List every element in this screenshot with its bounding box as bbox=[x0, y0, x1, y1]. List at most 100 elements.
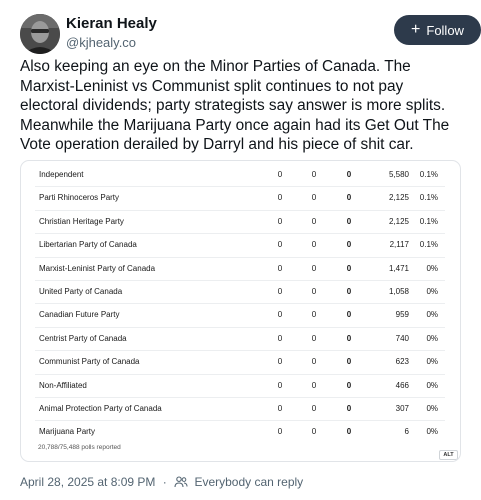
cell-col-3: 0 bbox=[346, 240, 352, 250]
table-row: Christian Heritage Party 0 0 0 2,125 0.1% bbox=[35, 211, 445, 235]
party-name: Canadian Future Party bbox=[39, 310, 120, 320]
cell-col-2: 0 bbox=[311, 170, 317, 179]
table-row: Non-Affiliated 0 0 0 466 0% bbox=[35, 375, 445, 398]
vote-percent: 0% bbox=[426, 403, 438, 413]
vote-percent: 0.1% bbox=[419, 170, 438, 179]
cell-col-2: 0 bbox=[311, 263, 317, 273]
cell-col-3: 0 bbox=[346, 357, 352, 367]
vote-percent: 0% bbox=[426, 357, 438, 367]
party-name: Centrist Party of Canada bbox=[39, 333, 127, 343]
cell-col-1: 0 bbox=[277, 193, 283, 203]
vote-percent: 0.1% bbox=[419, 216, 438, 226]
party-name: Animal Protection Party of Canada bbox=[39, 403, 162, 413]
cell-col-2: 0 bbox=[311, 427, 317, 437]
cell-col-1: 0 bbox=[277, 263, 283, 273]
vote-percent: 0% bbox=[426, 333, 438, 343]
vote-percent: 0% bbox=[426, 286, 438, 296]
cell-col-2: 0 bbox=[311, 310, 317, 320]
cell-col-3: 0 bbox=[346, 286, 352, 296]
party-name: United Party of Canada bbox=[39, 286, 123, 296]
party-name: Marijuana Party bbox=[39, 427, 96, 437]
follow-label: Follow bbox=[426, 22, 464, 38]
cell-col-2: 0 bbox=[311, 240, 317, 250]
cell-col-3: 0 bbox=[346, 380, 352, 390]
vote-percent: 0.1% bbox=[419, 193, 438, 203]
cell-col-3: 0 bbox=[346, 427, 352, 437]
cell-col-1: 0 bbox=[277, 380, 283, 390]
cell-col-3: 0 bbox=[346, 193, 352, 203]
table-row: Communist Party of Canada 0 0 0 623 0% bbox=[35, 351, 445, 375]
vote-count: 2,117 bbox=[389, 240, 409, 250]
vote-percent: 0% bbox=[426, 380, 438, 390]
separator: · bbox=[162, 474, 167, 489]
vote-count: 959 bbox=[395, 310, 409, 320]
cell-col-3: 0 bbox=[346, 216, 352, 226]
cell-col-3: 0 bbox=[346, 263, 352, 273]
table-row: Centrist Party of Canada 0 0 0 740 0% bbox=[35, 328, 445, 352]
vote-percent: 0% bbox=[426, 310, 438, 320]
table-row: Marxist-Leninist Party of Canada 0 0 0 1,471… bbox=[35, 258, 445, 281]
cell-col-3: 0 bbox=[346, 170, 352, 179]
table-row: Libertarian Party of Canada 0 0 0 2,117 0.1% bbox=[35, 234, 445, 258]
cell-col-1: 0 bbox=[277, 333, 283, 343]
vote-count: 307 bbox=[395, 403, 409, 413]
results-table: Independent 0 0 0 5,580 0.1% Parti Rhinoceros … bbox=[35, 164, 445, 444]
cell-col-2: 0 bbox=[311, 193, 317, 203]
post-text: Also keeping an eye on the Minor Parties… bbox=[20, 58, 450, 153]
post-footer: April 28, 2025 at 8:09 PM · Everybody ca… bbox=[20, 474, 303, 490]
table-row: Parti Rhinoceros Party 0 0 0 2,125 0.1% bbox=[35, 187, 445, 211]
follow-button[interactable]: + Follow bbox=[394, 15, 481, 45]
party-name: Marxist-Leninist Party of Canada bbox=[39, 263, 156, 273]
vote-percent: 0% bbox=[426, 263, 438, 273]
cell-col-3: 0 bbox=[346, 333, 352, 343]
party-name: Independent bbox=[39, 170, 84, 179]
table-row: Independent 0 0 0 5,580 0.1% bbox=[35, 164, 445, 188]
vote-count: 6 bbox=[404, 427, 409, 437]
vote-count: 623 bbox=[395, 357, 409, 367]
vote-count: 740 bbox=[395, 333, 409, 343]
cell-col-1: 0 bbox=[277, 170, 283, 179]
author-handle[interactable]: @kjhealy.co bbox=[66, 35, 137, 50]
avatar[interactable] bbox=[20, 14, 60, 54]
alt-badge[interactable]: ALT bbox=[439, 450, 458, 460]
table-row: Canadian Future Party 0 0 0 959 0% bbox=[35, 304, 445, 328]
party-name: Libertarian Party of Canada bbox=[39, 240, 137, 250]
table-row: Marijuana Party 0 0 0 6 0% bbox=[35, 421, 445, 443]
cell-col-2: 0 bbox=[311, 216, 317, 226]
vote-count: 2,125 bbox=[388, 216, 409, 226]
cell-col-1: 0 bbox=[277, 357, 283, 367]
attached-image[interactable]: Independent 0 0 0 5,580 0.1% Parti Rhinoceros … bbox=[20, 160, 461, 462]
cell-col-2: 0 bbox=[311, 286, 317, 296]
vote-count: 1,471 bbox=[388, 263, 409, 273]
table-row: United Party of Canada 0 0 0 1,058 0% bbox=[35, 281, 445, 305]
cell-col-1: 0 bbox=[277, 403, 283, 413]
cell-col-1: 0 bbox=[277, 240, 283, 250]
party-name: Non-Affiliated bbox=[39, 380, 87, 390]
party-name: Communist Party of Canada bbox=[39, 357, 140, 367]
party-name: Parti Rhinoceros Party bbox=[39, 193, 120, 203]
cell-col-1: 0 bbox=[277, 310, 283, 320]
vote-count: 5,580 bbox=[388, 170, 409, 179]
author-name[interactable]: Kieran Healy bbox=[66, 15, 157, 32]
cell-col-2: 0 bbox=[311, 403, 317, 413]
cell-col-2: 0 bbox=[311, 333, 317, 343]
table-row: Animal Protection Party of Canada 0 0 0 307 0… bbox=[35, 398, 445, 422]
vote-count: 2,125 bbox=[388, 193, 409, 203]
vote-count: 466 bbox=[395, 380, 409, 390]
vote-count: 1,058 bbox=[388, 286, 409, 296]
plus-icon: + bbox=[411, 21, 421, 38]
vote-percent: 0.1% bbox=[419, 240, 438, 250]
timestamp[interactable]: April 28, 2025 at 8:09 PM bbox=[20, 474, 156, 489]
cell-col-3: 0 bbox=[346, 403, 352, 413]
cell-col-2: 0 bbox=[311, 357, 317, 367]
avatar-photo bbox=[20, 14, 60, 54]
vote-percent: 0% bbox=[426, 427, 438, 437]
cell-col-1: 0 bbox=[277, 216, 283, 226]
post-header: Kieran Healy @kjhealy.co + Follow bbox=[20, 12, 481, 56]
cell-col-1: 0 bbox=[277, 427, 283, 437]
cell-col-3: 0 bbox=[346, 310, 352, 320]
polls-reported: 20,788/75,488 polls reported bbox=[38, 444, 121, 451]
reply-setting[interactable]: Everybody can reply bbox=[194, 474, 304, 489]
party-name: Christian Heritage Party bbox=[39, 216, 124, 226]
